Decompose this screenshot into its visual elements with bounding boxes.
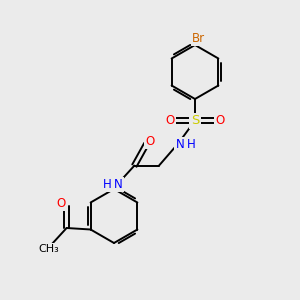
- Text: H: H: [102, 178, 111, 191]
- Text: O: O: [146, 134, 154, 148]
- Text: O: O: [166, 114, 175, 127]
- Text: O: O: [57, 197, 66, 210]
- Text: CH₃: CH₃: [38, 244, 59, 254]
- Text: N: N: [114, 178, 123, 191]
- Text: S: S: [191, 114, 199, 127]
- Text: Br: Br: [192, 32, 205, 45]
- Text: O: O: [215, 114, 224, 127]
- Text: H: H: [187, 138, 196, 151]
- Text: N: N: [176, 138, 184, 151]
